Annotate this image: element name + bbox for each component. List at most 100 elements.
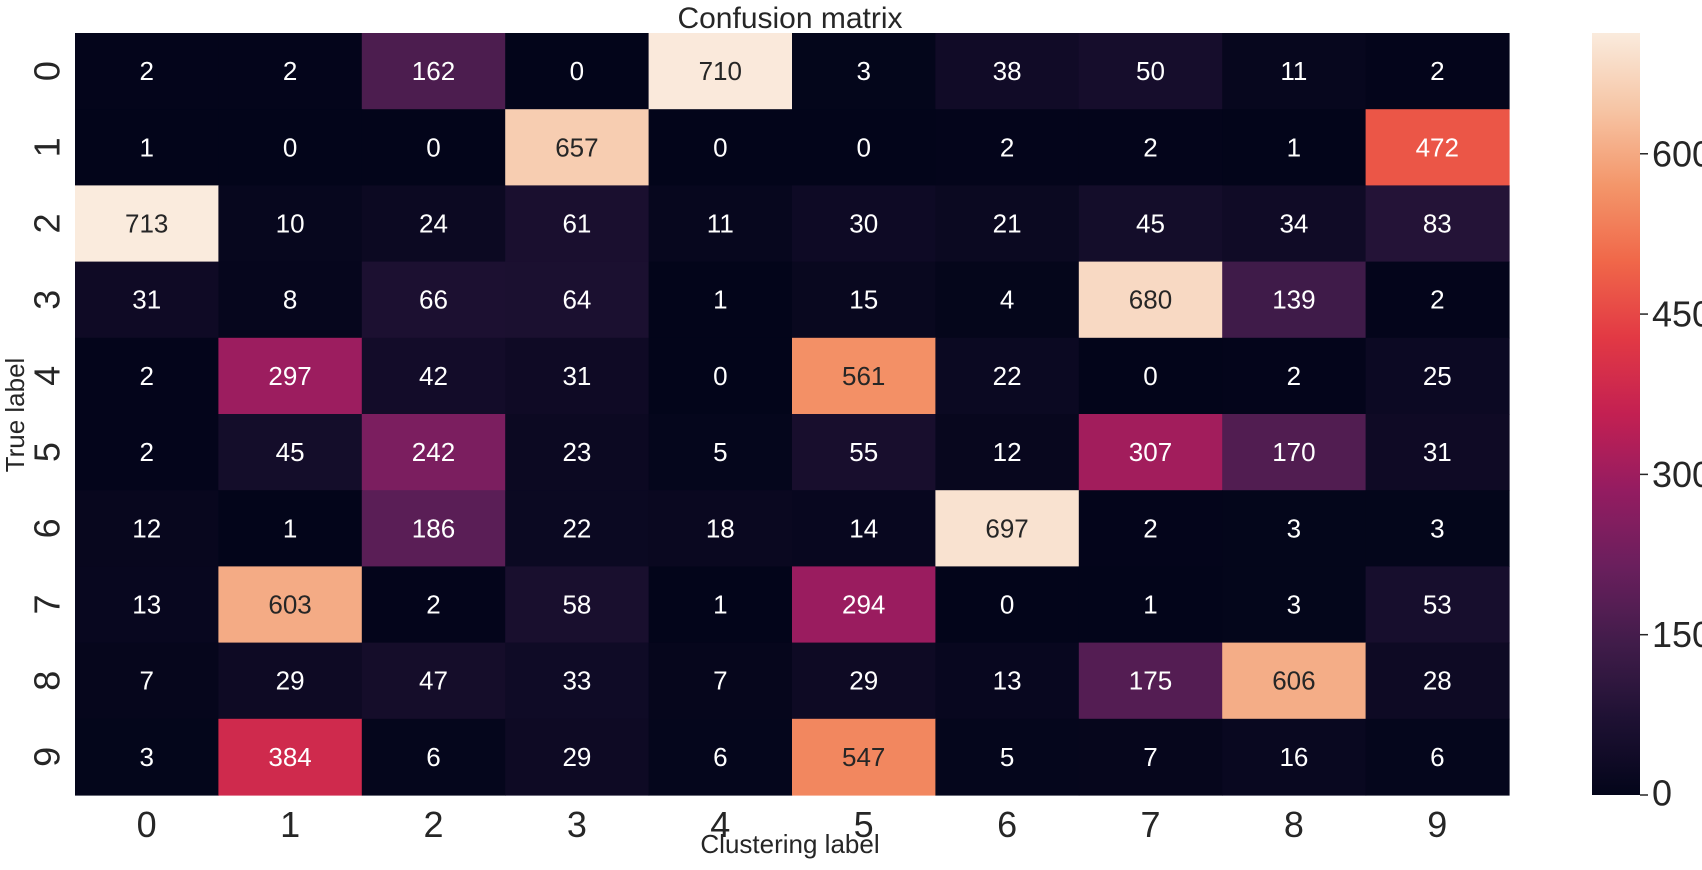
heatmap-cell-label: 713 [125, 209, 168, 239]
heatmap-cell-label: 1 [139, 132, 153, 162]
colorbar-tick-label: 450 [1652, 294, 1702, 335]
heatmap-cell [1365, 718, 1510, 796]
heatmap-cell-label: 29 [276, 666, 305, 696]
heatmap-cell [505, 566, 650, 644]
heatmap-cell [1078, 718, 1223, 796]
heatmap-cell [1365, 33, 1510, 110]
heatmap-cell-label: 61 [562, 209, 591, 239]
heatmap-cell-label: 3 [1430, 513, 1444, 543]
heatmap-cell [935, 109, 1080, 186]
heatmap-cell-label: 2 [139, 437, 153, 467]
colorbar [1592, 33, 1640, 795]
heatmap-cell [648, 490, 793, 567]
heatmap-cell [218, 414, 363, 491]
heatmap-cell [505, 337, 650, 415]
heatmap-cell-label: 29 [849, 666, 878, 696]
heatmap-cell-label: 22 [993, 361, 1022, 391]
heatmap-cell [792, 566, 936, 644]
heatmap-cell [648, 261, 793, 339]
heatmap-cell [1365, 261, 1510, 339]
heatmap-cell [1365, 185, 1510, 263]
x-tick-label: 6 [997, 804, 1017, 845]
heatmap-cell [75, 261, 219, 339]
heatmap-cell [361, 185, 506, 263]
heatmap-cell [505, 490, 650, 567]
heatmap-cell-label: 603 [268, 590, 311, 620]
heatmap-cell [1222, 414, 1367, 491]
heatmap-cell-label: 45 [1136, 209, 1165, 239]
heatmap-cell [361, 337, 506, 415]
heatmap-cell-label: 2 [1143, 132, 1157, 162]
heatmap-cell-label: 170 [1272, 437, 1315, 467]
heatmap-cell [648, 642, 793, 720]
x-tick-label: 7 [1140, 804, 1160, 845]
heatmap-cell [75, 566, 219, 644]
x-tick-label: 8 [1284, 804, 1304, 845]
heatmap-cell [792, 490, 936, 567]
heatmap-cell-label: 21 [993, 209, 1022, 239]
heatmap-cell [75, 185, 219, 263]
heatmap-cell-label: 297 [268, 361, 311, 391]
heatmap-cell-label: 45 [276, 437, 305, 467]
heatmap-cell-label: 8 [283, 285, 297, 315]
heatmap-cell [1078, 337, 1223, 415]
heatmap-cell [648, 185, 793, 263]
heatmap-cell-label: 697 [985, 513, 1028, 543]
heatmap-cell [361, 33, 506, 110]
heatmap-cell-label: 162 [412, 56, 455, 86]
heatmap-cell-label: 83 [1423, 209, 1452, 239]
x-tick-label: 5 [854, 804, 874, 845]
heatmap-cell-label: 307 [1129, 437, 1172, 467]
heatmap-cell [935, 33, 1080, 110]
heatmap-cell-label: 66 [419, 285, 448, 315]
heatmap-cell [75, 642, 219, 720]
y-tick-label: 9 [27, 747, 68, 767]
colorbar-tick-label: 150 [1652, 614, 1702, 655]
y-tick-label: 2 [27, 213, 68, 233]
heatmap-cell-label: 2 [1430, 56, 1444, 86]
heatmap-cell [218, 337, 363, 415]
heatmap-cell-label: 0 [856, 132, 870, 162]
heatmap-cell-label: 1 [713, 590, 727, 620]
heatmap-cell [648, 414, 793, 491]
x-tick-label: 0 [137, 804, 157, 845]
y-tick-label: 6 [27, 518, 68, 538]
heatmap-cell-label: 0 [1000, 590, 1014, 620]
heatmap-cell-label: 1 [283, 513, 297, 543]
heatmap-cell-label: 15 [849, 285, 878, 315]
heatmap-cell [218, 490, 363, 567]
heatmap-cell-label: 12 [132, 513, 161, 543]
heatmap-cell [1365, 337, 1510, 415]
heatmap-cell-label: 28 [1423, 666, 1452, 696]
heatmap-cell-label: 680 [1129, 285, 1172, 315]
heatmap-cell [75, 490, 219, 567]
heatmap-cell-label: 64 [562, 285, 591, 315]
heatmap-cell-label: 2 [1143, 513, 1157, 543]
heatmap-cell-label: 25 [1423, 361, 1452, 391]
heatmap-cell-label: 7 [713, 666, 727, 696]
heatmap-cell [505, 718, 650, 796]
heatmap-cell [218, 109, 363, 186]
heatmap-cell [792, 109, 936, 186]
heatmap-cell [361, 642, 506, 720]
heatmap-cell-label: 2 [1000, 132, 1014, 162]
heatmap-cell-label: 2 [1430, 285, 1444, 315]
heatmap-cell [1078, 490, 1223, 567]
heatmap-cell [935, 718, 1080, 796]
heatmap-cell [361, 109, 506, 186]
heatmap-cell [1365, 414, 1510, 491]
heatmap-cell [75, 414, 219, 491]
heatmap-cell-label: 3 [1287, 590, 1301, 620]
heatmap-cell [75, 718, 219, 796]
heatmap-cell-label: 0 [713, 361, 727, 391]
y-tick-label: 1 [27, 137, 68, 157]
y-tick-label: 8 [27, 671, 68, 691]
heatmap-cell [935, 414, 1080, 491]
heatmap-cell [792, 414, 936, 491]
heatmap-cell-label: 13 [132, 590, 161, 620]
heatmap-cell-label: 6 [1430, 742, 1444, 772]
heatmap-cell [218, 33, 363, 110]
heatmap-cell-label: 0 [283, 132, 297, 162]
heatmap-cell [1078, 642, 1223, 720]
